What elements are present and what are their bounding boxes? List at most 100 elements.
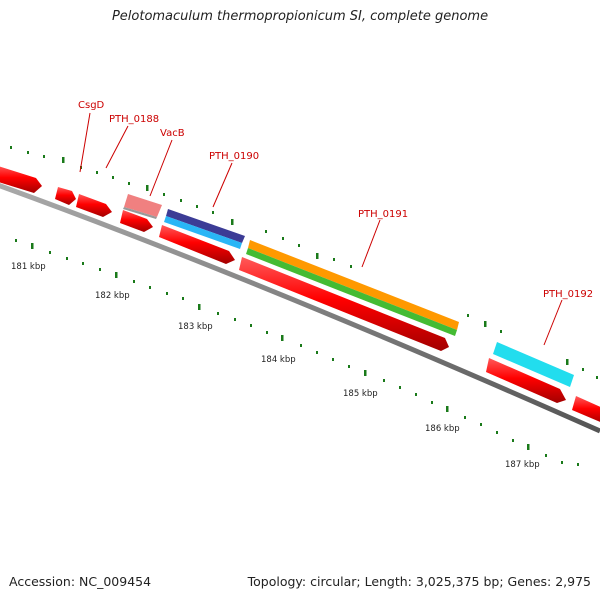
cds-arrows: [0, 166, 600, 422]
tick-mark: [496, 431, 498, 434]
tick-mark: [545, 454, 547, 457]
tick-mark: [15, 239, 17, 242]
tick-mark: [128, 182, 130, 185]
tick-mark: [446, 406, 449, 412]
tick-mark: [348, 365, 350, 368]
scale-label-186: 186 kbp: [425, 424, 460, 434]
leader-line: [543, 299, 563, 346]
tick-mark: [431, 401, 433, 404]
tick-mark: [112, 176, 114, 179]
leader-line: [149, 139, 173, 197]
tick-mark: [31, 243, 34, 249]
tick-mark: [231, 219, 234, 225]
tick-mark: [480, 423, 482, 426]
cds-arrow: [486, 358, 566, 403]
tick-mark: [512, 439, 514, 442]
pth0190-blue-bar: [164, 216, 242, 249]
tick-mark: [266, 331, 268, 334]
tick-mark: [577, 463, 579, 466]
accession-text: Accession: NC_009454: [9, 574, 152, 589]
tick-mark: [282, 237, 284, 240]
tick-mark: [350, 265, 352, 268]
tick-mark: [133, 280, 135, 283]
scale-label-182: 182 kbp: [95, 291, 130, 301]
tick-mark: [298, 244, 300, 247]
tick-mark: [49, 251, 51, 254]
tick-mark: [163, 193, 165, 196]
scale-label-185: 185 kbp: [343, 389, 378, 399]
tick-mark: [415, 393, 417, 396]
cds-arrow: [239, 257, 449, 351]
tick-mark: [464, 416, 466, 419]
tick-mark: [265, 230, 267, 233]
tick-mark: [43, 155, 45, 158]
vacb-grey-strip: [123, 207, 157, 219]
cds-arrow: [120, 210, 153, 232]
tick-mark: [333, 258, 335, 261]
gene-label-vacb: VacB: [160, 128, 185, 139]
tick-mark: [561, 461, 563, 464]
gene-label-pth0190: PTH_0190: [209, 151, 259, 162]
cds-arrow: [55, 187, 76, 205]
cds-arrow: [572, 396, 600, 422]
tick-mark: [250, 324, 252, 327]
tick-mark: [582, 368, 584, 371]
tick-mark: [212, 211, 214, 214]
tick-mark: [484, 321, 487, 327]
tick-mark: [383, 379, 385, 382]
tick-mark: [82, 262, 84, 265]
cds-arrow: [0, 166, 42, 193]
tick-mark: [96, 171, 98, 174]
scale-labels: 181 kbp 182 kbp 183 kbp 184 kbp 185 kbp …: [11, 262, 540, 470]
tick-mark: [399, 386, 401, 389]
tick-mark: [217, 312, 219, 315]
leader-line: [361, 219, 381, 268]
leader-line: [79, 112, 91, 173]
tick-mark: [62, 157, 65, 163]
tick-mark: [467, 314, 469, 317]
scale-label-181: 181 kbp: [11, 262, 46, 272]
pth0191-orange-bar: [248, 240, 459, 330]
cds-arrow: [159, 225, 235, 264]
tick-mark: [596, 376, 598, 379]
tick-mark: [332, 358, 334, 361]
tick-mark: [99, 268, 101, 271]
tick-mark: [149, 286, 151, 289]
tick-mark: [146, 185, 149, 191]
tick-mark: [234, 318, 236, 321]
scale-label-183: 183 kbp: [178, 322, 213, 332]
outer-tick-row: [10, 146, 598, 379]
genome-backbone: [0, 183, 600, 434]
pseudo-gene-bar: [124, 194, 162, 217]
tick-mark: [196, 205, 198, 208]
tick-mark: [316, 351, 318, 354]
inner-tick-row: [15, 239, 579, 466]
gene-label-pth0188: PTH_0188: [109, 114, 159, 125]
tick-mark: [10, 146, 12, 149]
tick-mark: [27, 151, 29, 154]
tick-mark: [180, 199, 182, 202]
tick-mark: [527, 444, 530, 450]
gene-label-csgd: CsgD: [78, 100, 105, 111]
tick-mark: [281, 335, 284, 341]
tick-mark: [66, 257, 68, 260]
leader-line: [212, 162, 233, 208]
leader-line: [105, 125, 129, 169]
map-title: Pelotomaculum thermopropionicum SI, comp…: [111, 9, 489, 24]
gene-labels: CsgD PTH_0188 VacB PTH_0190 PTH_0191 PTH…: [78, 100, 593, 346]
tick-mark: [115, 272, 118, 278]
gene-label-pth0192: PTH_0192: [543, 289, 593, 300]
tick-mark: [182, 297, 184, 300]
feature-bars: [123, 194, 574, 387]
scale-label-184: 184 kbp: [261, 355, 296, 365]
pth0191-green-bar: [246, 248, 457, 336]
tick-mark: [166, 292, 168, 295]
pth0190-navy-bar: [166, 209, 245, 243]
tick-mark: [316, 253, 319, 259]
gene-label-pth0191: PTH_0191: [358, 209, 408, 220]
scale-label-187: 187 kbp: [505, 460, 540, 470]
tick-mark: [198, 304, 201, 310]
tick-mark: [566, 359, 569, 365]
